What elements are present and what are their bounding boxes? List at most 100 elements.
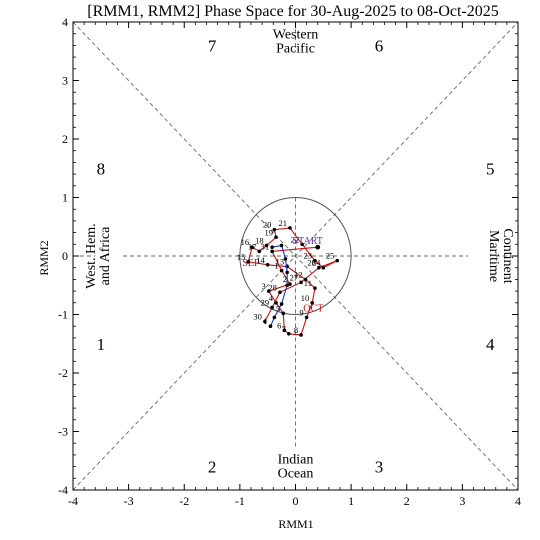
y-tick-label: -1 — [58, 308, 68, 322]
phase-number: 3 — [375, 458, 384, 477]
trajectory-point — [288, 226, 292, 230]
trajectory-line — [247, 227, 338, 336]
day-label: 23 — [303, 251, 312, 261]
day-label: 29 — [261, 297, 270, 307]
day-label: 27 — [290, 272, 299, 282]
day-label: 8 — [294, 325, 298, 335]
trajectory-point — [283, 257, 288, 261]
phase-number: 6 — [375, 36, 384, 55]
day-label: 5 — [276, 303, 280, 313]
trajectory-line — [269, 244, 288, 327]
day-label: 12 — [294, 269, 303, 279]
x-tick-label: 0 — [293, 494, 299, 508]
y-tick-label: 2 — [62, 132, 68, 146]
region-label: and Africa — [98, 226, 113, 285]
y-tick-label: 3 — [62, 74, 68, 88]
trajectory-point — [263, 319, 267, 324]
day-label: 14 — [256, 255, 265, 265]
day-label: 3 — [262, 281, 266, 291]
day-label: 1 — [274, 261, 278, 271]
day-label: 2 — [283, 274, 287, 284]
phase-number: 2 — [208, 458, 217, 477]
x-tick-label: 2 — [404, 494, 410, 508]
region-label: Indian — [278, 453, 314, 468]
day-label: 15 — [237, 252, 246, 262]
trajectory-point — [279, 302, 284, 306]
trajectory-point — [279, 243, 284, 248]
trajectory-point — [285, 283, 289, 288]
y-tick-label: -4 — [58, 483, 68, 497]
day-label: 24 — [312, 258, 321, 268]
day-label: 17 — [248, 241, 257, 251]
x-tick-label: 3 — [459, 494, 465, 508]
x-tick-label: -4 — [68, 494, 78, 508]
trajectory-point — [287, 332, 291, 336]
day-label: 19 — [265, 227, 274, 237]
y-axis-label: RMM2 — [37, 240, 51, 275]
trajectory-point — [272, 227, 277, 232]
trajectory-point — [278, 290, 282, 295]
day-label: 22 — [291, 234, 300, 244]
day-label: 13 — [276, 257, 285, 267]
trajectory-point — [274, 301, 278, 305]
trajectory-point — [317, 265, 321, 270]
trajectory-point — [304, 315, 309, 320]
day-label: 10 — [301, 293, 310, 303]
day-label: 20 — [263, 220, 272, 230]
day-label: 18 — [255, 235, 264, 245]
trajectory-point — [282, 328, 287, 333]
month-label: OCT — [303, 304, 323, 315]
day-label: 21 — [278, 218, 287, 228]
region-label: Ocean — [278, 467, 314, 482]
day-label: 25 — [326, 251, 335, 261]
x-tick-label: -3 — [124, 494, 134, 508]
unit-circle — [239, 197, 352, 315]
day-label: 28 — [268, 282, 277, 292]
trajectory-point — [299, 280, 303, 285]
trajectory-point — [281, 311, 286, 316]
y-tick-label: -2 — [58, 366, 68, 380]
region-label: Maritime — [486, 230, 501, 282]
phase-number: 7 — [208, 36, 217, 55]
phase-number: 5 — [486, 159, 495, 178]
phase-number: 4 — [486, 335, 495, 354]
x-tick-label: -2 — [179, 494, 189, 508]
grid-layer — [72, 21, 519, 491]
start-label: START — [293, 236, 323, 247]
trajectory-point — [270, 249, 274, 254]
trajectory-point — [310, 301, 314, 305]
trajectory-point — [285, 270, 289, 275]
trajectory-point — [288, 282, 292, 286]
start-marker — [315, 244, 321, 250]
phase-number: 8 — [97, 159, 106, 178]
region-label: West. Hem. — [84, 223, 99, 288]
y-tick-label: 0 — [62, 249, 68, 263]
trajectory-point — [264, 243, 269, 248]
day-label: 1 — [263, 316, 267, 326]
trajectory-point — [268, 324, 273, 329]
trajectory-point — [272, 315, 277, 320]
trajectory-point — [250, 245, 254, 250]
day-label: 9 — [299, 307, 303, 317]
trajectory-point — [279, 268, 284, 273]
day-label: 6 — [277, 320, 281, 330]
y-tick-label: 1 — [62, 191, 68, 205]
y-tick-label: 4 — [62, 15, 68, 29]
trajectory-point — [246, 260, 251, 264]
x-tick-label: 1 — [348, 494, 354, 508]
chart-title: [RMM1, RMM2] Phase Space for 30-Aug-2025… — [87, 3, 499, 20]
day-label: 11 — [304, 278, 312, 288]
trajectory-point — [274, 235, 278, 240]
trajectory-point — [313, 286, 317, 290]
trajectory-point — [299, 333, 303, 337]
month-label: SEP — [242, 258, 260, 269]
day-label: 4 — [269, 293, 274, 303]
day-label: 30 — [253, 312, 262, 322]
trajectory-point — [257, 249, 262, 254]
day-label: 31 — [261, 241, 270, 251]
trajectory-point — [267, 289, 271, 293]
